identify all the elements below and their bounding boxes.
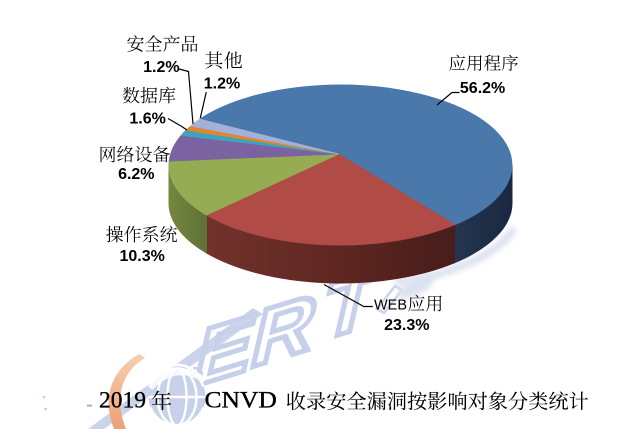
svg-text:10.3%: 10.3% xyxy=(120,248,165,265)
svg-text:2019: 2019 xyxy=(99,388,146,414)
svg-text:R: R xyxy=(243,275,326,386)
svg-text:1.2%: 1.2% xyxy=(143,59,179,76)
svg-text:23.3%: 23.3% xyxy=(384,317,429,334)
svg-text:6.2%: 6.2% xyxy=(118,166,154,183)
svg-text:WEB: WEB xyxy=(374,298,407,314)
svg-text:56.2%: 56.2% xyxy=(460,80,505,97)
svg-text:CNVD: CNVD xyxy=(205,388,277,414)
svg-text:1.2%: 1.2% xyxy=(204,76,240,93)
svg-text:1.6%: 1.6% xyxy=(129,111,165,128)
